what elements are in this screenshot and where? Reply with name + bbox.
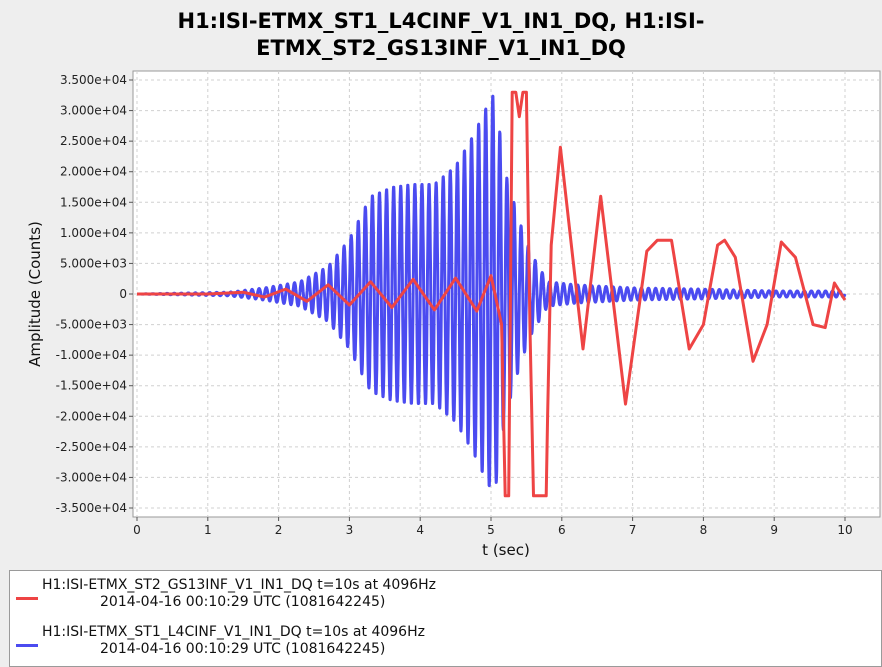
x-tick-label: 5: [487, 523, 495, 537]
y-tick-label: -3.500e+04: [56, 501, 127, 515]
y-axis-label: Amplitude (Counts): [26, 221, 44, 367]
y-tick-label: -5.000e+03: [56, 318, 127, 332]
legend-l4c-line-2: 2014-04-16 00:10:29 UTC (1081642245): [100, 641, 386, 657]
y-tick-label: 3.500e+04: [60, 73, 127, 87]
x-tick-label: 10: [837, 523, 852, 537]
legend-gs13-line-2: 2014-04-16 00:10:29 UTC (1081642245): [100, 594, 386, 610]
y-tick-label: 2.000e+04: [60, 165, 127, 179]
series-line-gs13: [137, 90, 847, 498]
x-tick-label: 2: [275, 523, 283, 537]
y-tick-label: -2.000e+04: [56, 409, 127, 423]
legend-text-l4c: H1:ISI-ETMX_ST1_L4CINF_V1_IN1_DQ t=10s a…: [42, 624, 425, 658]
series-layer: [135, 90, 847, 498]
x-tick-label: 1: [204, 523, 212, 537]
chart-title-line-1: H1:ISI-ETMX_ST1_L4CINF_V1_IN1_DQ, H1:ISI…: [177, 9, 705, 33]
x-tick-label: 7: [629, 523, 637, 537]
legend-text-gs13: H1:ISI-ETMX_ST2_GS13INF_V1_IN1_DQ t=10s …: [42, 577, 436, 611]
x-tick-label: 4: [416, 523, 424, 537]
y-tick-label: 1.500e+04: [60, 195, 127, 209]
legend-l4c-line-1: H1:ISI-ETMX_ST1_L4CINF_V1_IN1_DQ t=10s a…: [42, 624, 425, 640]
legend-swatch-gs13: [16, 597, 38, 600]
x-tick-label: 0: [133, 523, 141, 537]
y-tick-label: 1.000e+04: [60, 226, 127, 240]
series-line-l4c: [135, 94, 847, 488]
x-tick-label: 3: [346, 523, 354, 537]
y-tick-label: 5.000e+03: [60, 256, 127, 270]
y-tick-label: -1.000e+04: [56, 348, 127, 362]
chart-title: H1:ISI-ETMX_ST1_L4CINF_V1_IN1_DQ, H1:ISI…: [0, 8, 882, 62]
x-tick-label: 8: [700, 523, 708, 537]
y-tick-label: -3.000e+04: [56, 470, 127, 484]
legend: H1:ISI-ETMX_ST2_GS13INF_V1_IN1_DQ t=10s …: [9, 570, 882, 667]
tick-layer: 3.500e+04 3.000e+04 2.500e+04 2.000e+04 1.50…: [56, 73, 853, 537]
legend-swatch-l4c: [16, 644, 38, 647]
x-axis-label: t (sec): [482, 541, 530, 559]
y-tick-label: -2.500e+04: [56, 440, 127, 454]
y-tick-label: 3.000e+04: [60, 104, 127, 118]
y-tick-label: 0: [119, 287, 127, 301]
y-tick-label: 2.500e+04: [60, 134, 127, 148]
chart-plot: 3.500e+04 3.000e+04 2.500e+04 2.000e+04 1.50…: [26, 70, 881, 559]
x-tick-label: 9: [770, 523, 778, 537]
y-tick-label: -1.500e+04: [56, 379, 127, 393]
legend-gs13-line-1: H1:ISI-ETMX_ST2_GS13INF_V1_IN1_DQ t=10s …: [42, 577, 437, 593]
chart-title-line-2: ETMX_ST2_GS13INF_V1_IN1_DQ: [256, 36, 626, 60]
x-tick-label: 6: [558, 523, 566, 537]
